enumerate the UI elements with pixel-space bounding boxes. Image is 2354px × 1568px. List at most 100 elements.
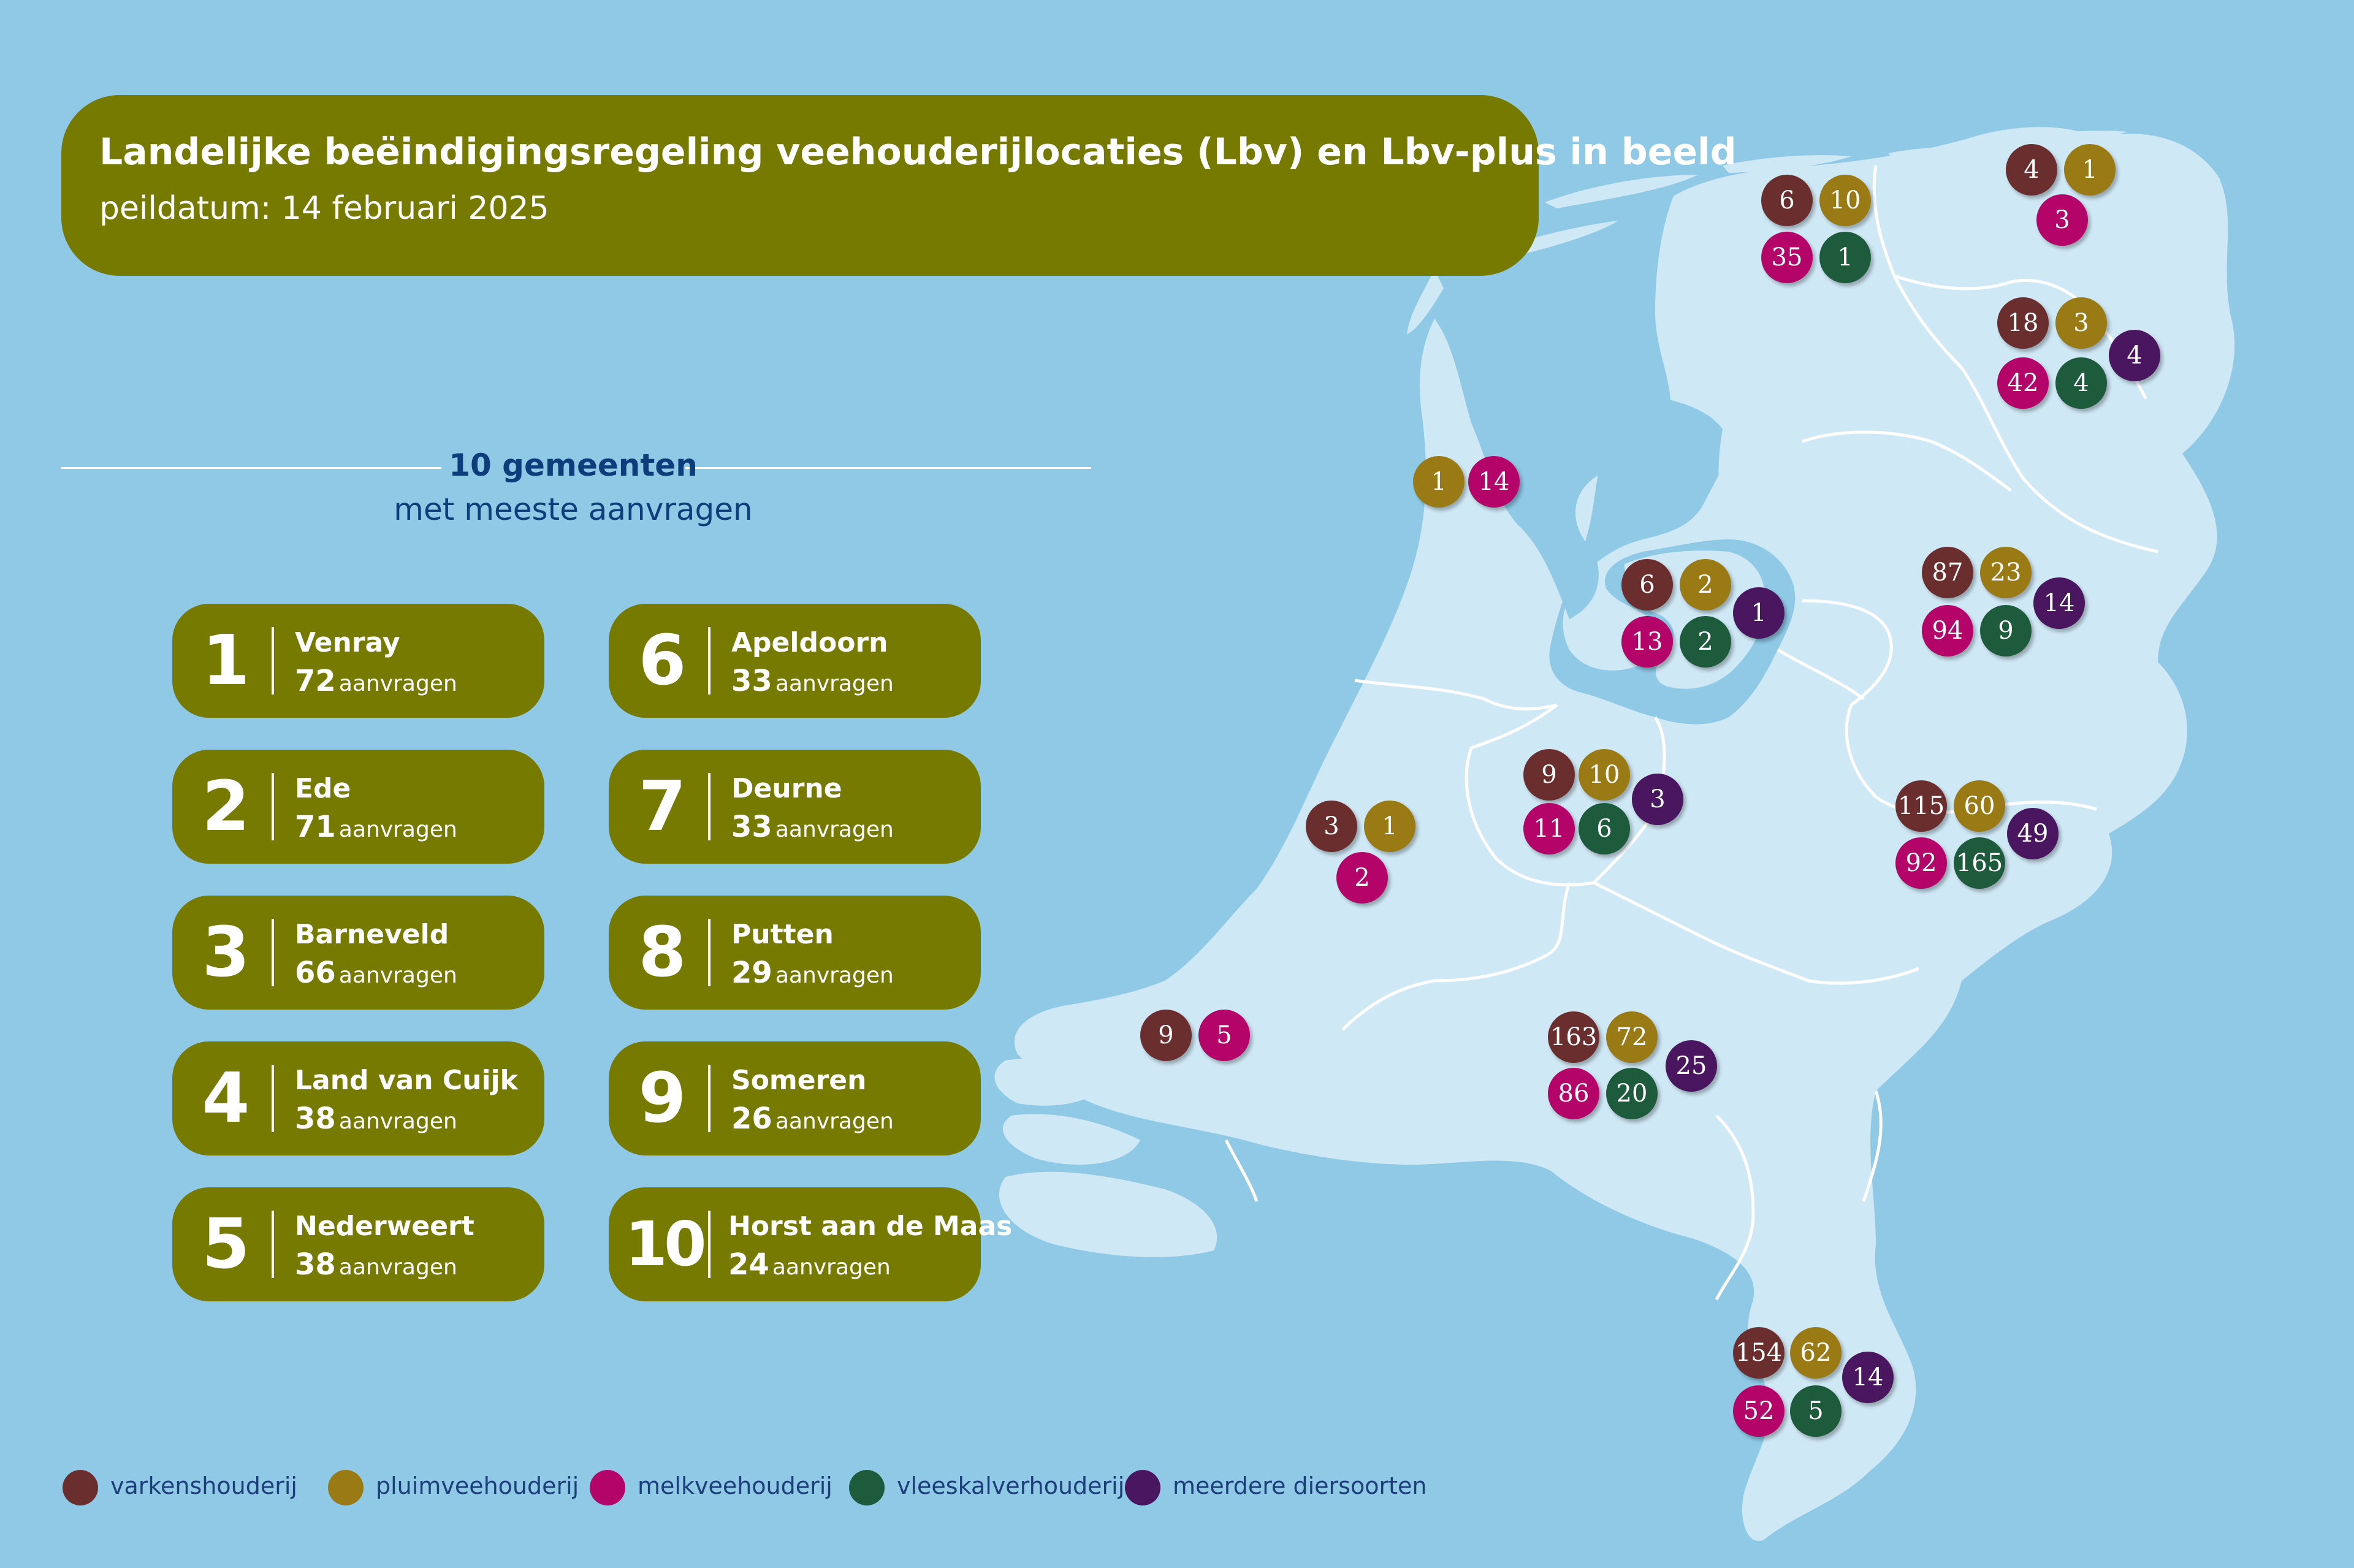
page-subtitle: peildatum: 14 februari 2025 — [99, 190, 549, 227]
dot-pluimveehouderij: 10 — [1579, 749, 1630, 801]
legend-swatch — [590, 1470, 625, 1505]
ranking-separator — [708, 627, 710, 695]
ranking-separator — [272, 1065, 274, 1132]
request-count-value: 72 — [295, 664, 336, 698]
section-subtitle: met meeste aanvragen — [394, 492, 753, 527]
dot-melkveehouderij: 5 — [1198, 1010, 1250, 1061]
municipality-name: Apeldoorn — [731, 627, 888, 658]
municipality-name: Ede — [295, 773, 351, 804]
dot-varkenshouderij: 163 — [1548, 1011, 1599, 1063]
request-count-unit: aanvragen — [775, 817, 894, 842]
ranking-item: 5 Nederweert 38 aanvragen — [172, 1187, 544, 1301]
dot-varkenshouderij: 3 — [1306, 801, 1357, 852]
dot-varkenshouderij: 6 — [1761, 175, 1813, 226]
request-count: 24 aanvragen — [728, 1247, 891, 1282]
ranking-item: 2 Ede 71 aanvragen — [172, 750, 544, 864]
ranking-number: 10 — [625, 1208, 706, 1280]
request-count-unit: aanvragen — [338, 1109, 457, 1134]
legend-label: varkenshouderij — [110, 1472, 297, 1499]
island-texel — [1407, 270, 1444, 334]
request-count: 38 aanvragen — [295, 1102, 457, 1136]
request-count-value: 38 — [295, 1102, 336, 1136]
dot-melkveehouderij: 52 — [1733, 1385, 1785, 1437]
municipality-name: Someren — [731, 1065, 867, 1096]
request-count-value: 26 — [731, 1102, 772, 1136]
dot-pluimveehouderij: 1 — [2064, 144, 2116, 196]
island-terschelling — [1545, 175, 1698, 208]
request-count-unit: aanvragen — [775, 671, 894, 696]
ranking-separator — [708, 1065, 710, 1132]
dot-vleeskalverhouderij: 4 — [2055, 357, 2107, 409]
dot-melkveehouderij: 3 — [2036, 194, 2088, 246]
municipality-name: Barneveld — [295, 919, 449, 950]
legend-label: pluimveehouderij — [376, 1472, 579, 1499]
zeeland-3 — [999, 1171, 1217, 1257]
ranking-item: 1 Venray 72 aanvragen — [172, 604, 544, 718]
ranking-separator — [708, 1211, 710, 1278]
zeeland-1 — [994, 1059, 1103, 1106]
dot-pluimveehouderij: 10 — [1819, 175, 1871, 226]
municipality-name: Land van Cuijk — [295, 1065, 518, 1096]
ranking-item: 3 Barneveld 66 aanvragen — [172, 896, 544, 1010]
dot-pluimveehouderij: 72 — [1606, 1011, 1658, 1063]
request-count: 71 aanvragen — [295, 810, 457, 844]
request-count-unit: aanvragen — [772, 1255, 891, 1280]
request-count-unit: aanvragen — [338, 671, 457, 696]
request-count: 72 aanvragen — [295, 664, 457, 698]
dot-pluimveehouderij: 23 — [1980, 547, 2032, 598]
dot-melkveehouderij: 92 — [1895, 837, 1947, 889]
request-count: 38 aanvragen — [295, 1247, 457, 1282]
dot-meerdere-diersoorten: 14 — [1842, 1352, 1894, 1403]
municipality-name: Horst aan de Maas — [728, 1211, 1013, 1242]
dot-varkenshouderij: 87 — [1922, 547, 1973, 598]
ranking-number: 9 — [638, 1059, 687, 1138]
ranking-separator — [272, 1211, 274, 1278]
dot-varkenshouderij: 9 — [1140, 1010, 1192, 1061]
ranking-number: 4 — [202, 1059, 250, 1138]
dot-varkenshouderij: 115 — [1895, 780, 1947, 832]
dot-varkenshouderij: 4 — [2006, 144, 2057, 196]
dot-pluimveehouderij: 1 — [1413, 456, 1465, 508]
dot-melkveehouderij: 35 — [1761, 232, 1813, 283]
ranking-separator — [708, 773, 710, 840]
ranking-item: 6 Apeldoorn 33 aanvragen — [609, 604, 981, 718]
ranking-item: 8 Putten 29 aanvragen — [609, 896, 981, 1010]
request-count: 33 aanvragen — [731, 810, 894, 844]
ranking-item: 10 Horst aan de Maas 24 aanvragen — [609, 1187, 1012, 1301]
municipality-name: Putten — [731, 919, 834, 950]
ranking-item: 4 Land van Cuijk 38 aanvragen — [172, 1041, 544, 1155]
legend-swatch — [63, 1470, 98, 1505]
request-count: 26 aanvragen — [731, 1102, 894, 1136]
page-title: Landelijke beëindigingsregeling veehoude… — [99, 131, 1737, 173]
dot-vleeskalverhouderij: 6 — [1579, 803, 1630, 854]
dot-vleeskalverhouderij: 20 — [1606, 1068, 1658, 1119]
dot-melkveehouderij: 11 — [1523, 803, 1575, 854]
dot-pluimveehouderij: 62 — [1790, 1327, 1842, 1379]
municipality-name: Nederweert — [295, 1211, 474, 1242]
request-count-unit: aanvragen — [338, 1255, 457, 1280]
dot-vleeskalverhouderij: 5 — [1790, 1385, 1842, 1437]
dot-varkenshouderij: 6 — [1621, 559, 1673, 611]
dot-meerdere-diersoorten: 25 — [1666, 1040, 1717, 1092]
ranking-number: 8 — [638, 913, 687, 992]
request-count-value: 66 — [295, 956, 336, 990]
dot-pluimveehouderij: 2 — [1680, 559, 1731, 611]
title-banner: Landelijke beëindigingsregeling veehoude… — [61, 95, 1737, 276]
request-count: 29 aanvragen — [731, 956, 894, 990]
dot-melkveehouderij: 14 — [1468, 456, 1520, 508]
ranking-number: 3 — [202, 913, 250, 992]
dot-varkenshouderij: 18 — [1997, 297, 2049, 349]
dot-meerdere-diersoorten: 1 — [1733, 587, 1785, 639]
legend-swatch — [1125, 1470, 1160, 1505]
request-count-value: 38 — [295, 1247, 336, 1282]
dot-pluimveehouderij: 1 — [1364, 801, 1415, 852]
request-count-unit: aanvragen — [775, 963, 894, 988]
ranking-separator — [272, 627, 274, 695]
ranking-number: 7 — [638, 767, 687, 847]
section-divider-left — [61, 467, 441, 469]
legend-label: meerdere diersoorten — [1173, 1472, 1427, 1499]
dot-meerdere-diersoorten: 49 — [2007, 808, 2059, 859]
request-count: 33 aanvragen — [731, 664, 894, 698]
request-count-value: 71 — [295, 810, 336, 844]
dot-melkveehouderij: 94 — [1922, 605, 1973, 657]
